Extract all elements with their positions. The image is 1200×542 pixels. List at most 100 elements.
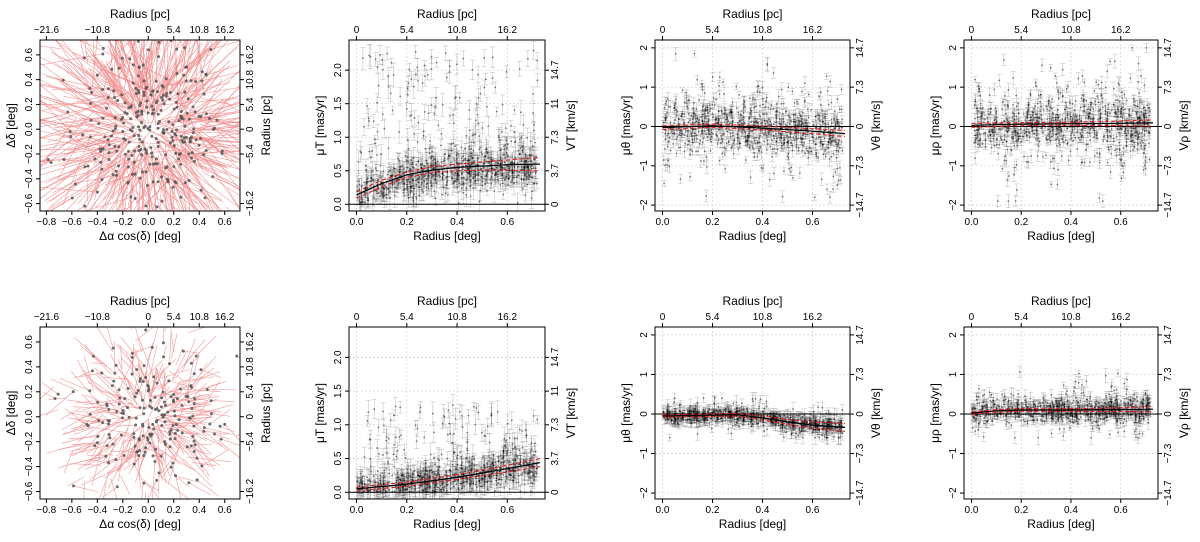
data-point bbox=[691, 117, 694, 120]
data-point bbox=[481, 127, 484, 129]
pm-vector bbox=[40, 119, 115, 147]
data-point bbox=[396, 184, 399, 187]
data-point bbox=[468, 145, 471, 148]
data-point bbox=[370, 156, 372, 159]
data-point bbox=[827, 103, 830, 106]
data-point bbox=[376, 101, 378, 104]
x-tick-label: −0.8 bbox=[36, 217, 56, 228]
pm-vector bbox=[172, 181, 176, 211]
star-point bbox=[142, 126, 146, 130]
pm-vector bbox=[122, 159, 157, 203]
data-point bbox=[787, 156, 790, 159]
panel-r0-c0: −0.8 −0.6 −0.4 −0.2 0.0 0.2 0.4 0.6Δα cos(δ) [d… bbox=[4, 7, 273, 243]
data-point bbox=[428, 152, 431, 155]
star-point bbox=[130, 172, 134, 176]
star-point bbox=[165, 165, 169, 169]
data-point bbox=[491, 77, 494, 80]
pm-vector bbox=[182, 118, 191, 211]
x-tick-label: −0.6 bbox=[62, 217, 82, 228]
pm-vector bbox=[45, 165, 119, 211]
pm-vector bbox=[42, 139, 72, 161]
star-point bbox=[188, 139, 192, 143]
star-point bbox=[133, 149, 137, 153]
data-point bbox=[465, 134, 468, 137]
data-point bbox=[451, 149, 453, 152]
data-point bbox=[451, 176, 453, 179]
star-point bbox=[88, 86, 92, 90]
data-point bbox=[420, 164, 422, 166]
star-point bbox=[146, 184, 150, 188]
data-point bbox=[484, 78, 487, 81]
star-point bbox=[133, 172, 137, 176]
data-point bbox=[497, 135, 500, 137]
data-point bbox=[524, 160, 527, 163]
y-axis-label: μT [mas/yr] bbox=[313, 95, 327, 155]
data-point bbox=[519, 147, 522, 149]
data-point bbox=[775, 132, 777, 135]
data-point bbox=[497, 179, 500, 182]
data-point bbox=[442, 160, 445, 163]
data-point bbox=[821, 109, 823, 112]
data-point bbox=[361, 198, 364, 201]
star-point bbox=[172, 144, 176, 148]
data-point bbox=[415, 197, 418, 200]
data-point bbox=[838, 108, 841, 111]
star-point bbox=[152, 108, 156, 112]
data-point bbox=[678, 146, 680, 149]
data-point bbox=[681, 89, 684, 92]
star-point bbox=[200, 70, 204, 74]
pm-vector bbox=[73, 175, 117, 184]
data-point bbox=[423, 111, 426, 113]
star-point bbox=[131, 125, 135, 129]
data-point bbox=[504, 157, 507, 160]
star-point bbox=[122, 121, 126, 125]
data-point bbox=[530, 160, 533, 163]
right-tick-label: 0 bbox=[245, 126, 256, 132]
data-point bbox=[750, 140, 753, 143]
data-point bbox=[520, 178, 523, 181]
data-point bbox=[525, 176, 528, 178]
star-point bbox=[101, 52, 105, 56]
star-point bbox=[110, 134, 114, 138]
pm-vector bbox=[195, 127, 240, 133]
data-point bbox=[499, 156, 502, 159]
data-point bbox=[456, 175, 459, 178]
data-point bbox=[470, 163, 473, 166]
data-point bbox=[478, 200, 481, 203]
data-point bbox=[800, 120, 802, 123]
pm-vector bbox=[169, 40, 183, 61]
pm-vector bbox=[126, 95, 147, 124]
star-point bbox=[180, 138, 184, 142]
data-point bbox=[817, 117, 820, 120]
data-point bbox=[398, 171, 401, 174]
data-point bbox=[456, 186, 459, 189]
data-point bbox=[479, 92, 482, 95]
pm-vector bbox=[115, 40, 123, 59]
star-point bbox=[160, 199, 164, 203]
pm-vector bbox=[156, 40, 158, 84]
data-point bbox=[518, 138, 521, 141]
pm-vector bbox=[136, 181, 159, 204]
data-point bbox=[447, 193, 449, 196]
star-point bbox=[117, 145, 121, 149]
data-point bbox=[485, 148, 488, 151]
data-point bbox=[520, 166, 523, 168]
data-point bbox=[828, 196, 831, 199]
data-point bbox=[509, 165, 511, 168]
data-point bbox=[722, 81, 725, 83]
data-point bbox=[405, 107, 408, 110]
data-point bbox=[415, 196, 418, 198]
data-point bbox=[461, 168, 464, 171]
data-point bbox=[719, 142, 722, 145]
star-point bbox=[168, 141, 172, 145]
pm-vector bbox=[162, 40, 167, 94]
data-point bbox=[379, 195, 381, 198]
star-point bbox=[73, 182, 77, 186]
data-point bbox=[365, 178, 368, 181]
data-point bbox=[760, 166, 763, 169]
data-point bbox=[725, 114, 728, 117]
data-point bbox=[474, 119, 477, 122]
star-point bbox=[146, 127, 150, 131]
data-point bbox=[372, 120, 375, 123]
data-point bbox=[380, 191, 383, 193]
